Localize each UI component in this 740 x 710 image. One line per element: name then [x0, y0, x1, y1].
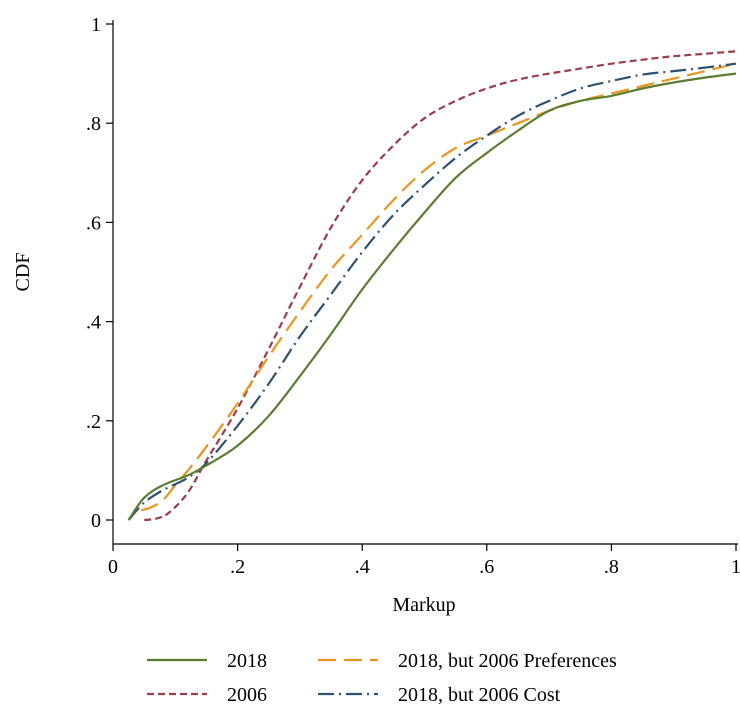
- y-tick-label-1: .2: [86, 411, 101, 433]
- y-axis-title: CDF: [12, 253, 34, 292]
- axes: 0 .2 .4 .6 .8 1 0 .2 .4 .6 .8 1: [86, 14, 740, 578]
- x-tick-label-2: .4: [355, 556, 370, 578]
- legend-label-2: 2018, but 2006 Preferences: [398, 650, 617, 672]
- legend-label-0: 2018: [227, 650, 267, 672]
- x-axis-title: Markup: [392, 594, 455, 616]
- series-line-2: [140, 62, 737, 512]
- y-tick-label-5: 1: [91, 14, 101, 36]
- y-tick-label-3: .6: [86, 212, 101, 234]
- series-lines: [127, 50, 737, 522]
- series-line-3: [127, 62, 737, 521]
- x-tick-label-4: .8: [604, 556, 619, 578]
- series-line-1: [144, 50, 737, 522]
- legend-label-1: 2006: [227, 684, 267, 706]
- y-tick-label-0: 0: [91, 510, 101, 532]
- x-tick-label-1: .2: [230, 556, 245, 578]
- x-tick-label-5: 1: [731, 556, 740, 578]
- y-tick-label-2: .4: [86, 312, 101, 334]
- x-tick-label-3: .6: [479, 556, 494, 578]
- legend-label-3: 2018, but 2006 Cost: [398, 684, 561, 706]
- legend: 2018 2006 2018, but 2006 Preferences 2018, …: [147, 650, 617, 706]
- x-tick-label-0: 0: [108, 556, 118, 578]
- series-line-0: [127, 72, 737, 521]
- y-tick-label-4: .8: [86, 113, 101, 135]
